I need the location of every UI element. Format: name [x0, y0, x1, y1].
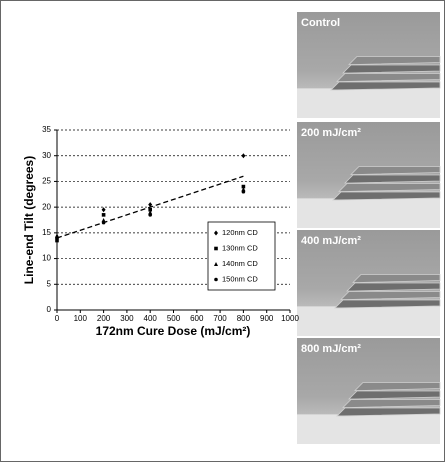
point — [55, 238, 59, 243]
x-tick-label: 400 — [144, 314, 158, 323]
sem-panels: Control 200 mJ/cm² 400 mJ/cm² 800 mJ/cm² — [297, 12, 441, 444]
legend-box — [207, 221, 276, 291]
point — [55, 233, 59, 238]
point — [241, 189, 246, 194]
sem-line — [342, 399, 441, 408]
sem-line — [344, 174, 441, 184]
sem-line — [342, 64, 441, 74]
x-tick-label: 800 — [237, 314, 251, 323]
point — [101, 213, 106, 217]
sem-line — [334, 299, 441, 309]
y-tick-label: 0 — [47, 305, 52, 314]
sem-substrate — [297, 198, 440, 228]
point — [148, 202, 153, 208]
sem-substrate — [297, 414, 440, 444]
point — [148, 210, 153, 215]
y-tick-label: 15 — [42, 228, 51, 237]
y-tick-label: 20 — [42, 202, 51, 211]
point — [241, 187, 246, 192]
trendline — [56, 175, 244, 239]
legend-marker — [214, 277, 218, 282]
legend-label: 130nm CD — [222, 243, 258, 252]
legend-label: 140nm CD — [222, 259, 258, 268]
sem-line — [336, 73, 441, 82]
sem-line — [348, 56, 441, 65]
x-tick-label: 200 — [97, 314, 111, 323]
point — [55, 236, 59, 240]
x-tick-label: 0 — [55, 314, 60, 323]
sem-substrate — [297, 88, 440, 118]
point — [101, 220, 106, 225]
sem-line — [352, 274, 441, 283]
legend-marker — [214, 246, 218, 251]
point — [241, 153, 246, 159]
legend-marker — [214, 230, 218, 236]
x-tick-label: 100 — [74, 314, 88, 323]
x-tick-label: 300 — [120, 314, 134, 323]
point — [101, 218, 106, 222]
y-tick-label: 35 — [42, 125, 51, 134]
point — [148, 213, 152, 217]
x-tick-label: 1000 — [281, 314, 299, 323]
sem-line — [332, 191, 441, 201]
sem-line — [336, 407, 441, 417]
y-tick-label: 10 — [42, 254, 51, 263]
y-tick-label: 25 — [42, 177, 51, 186]
x-axis-label: 172nm Cure Dose (mJ/cm²) — [96, 324, 251, 338]
point — [241, 184, 246, 189]
x-tick-label: 500 — [167, 314, 181, 323]
sem-line — [346, 282, 441, 292]
legend-marker — [214, 262, 218, 266]
panel-label: 200 mJ/cm² — [301, 127, 361, 139]
panel-label: Control — [301, 17, 340, 29]
sem-line — [348, 390, 441, 400]
sem-substrate — [297, 306, 440, 336]
point — [148, 207, 152, 212]
legend-label: 150nm CD — [222, 274, 258, 283]
panel-label: 800 mJ/cm² — [301, 343, 361, 355]
sem-line — [340, 291, 441, 300]
sem-line — [338, 183, 441, 192]
legend-label: 120nm CD — [222, 228, 258, 237]
x-tick-label: 600 — [190, 314, 204, 323]
y-axis-label: Line-end Tilt (degrees) — [22, 156, 36, 284]
y-tick-label: 5 — [47, 279, 52, 288]
y-tick-label: 30 — [42, 151, 51, 160]
sem-line — [354, 382, 441, 391]
point — [101, 207, 106, 213]
sem-line — [330, 81, 441, 91]
panel-label: 400 mJ/cm² — [301, 235, 361, 247]
sem-line — [350, 166, 441, 175]
x-tick-label: 700 — [213, 314, 227, 323]
x-tick-label: 900 — [260, 314, 274, 323]
